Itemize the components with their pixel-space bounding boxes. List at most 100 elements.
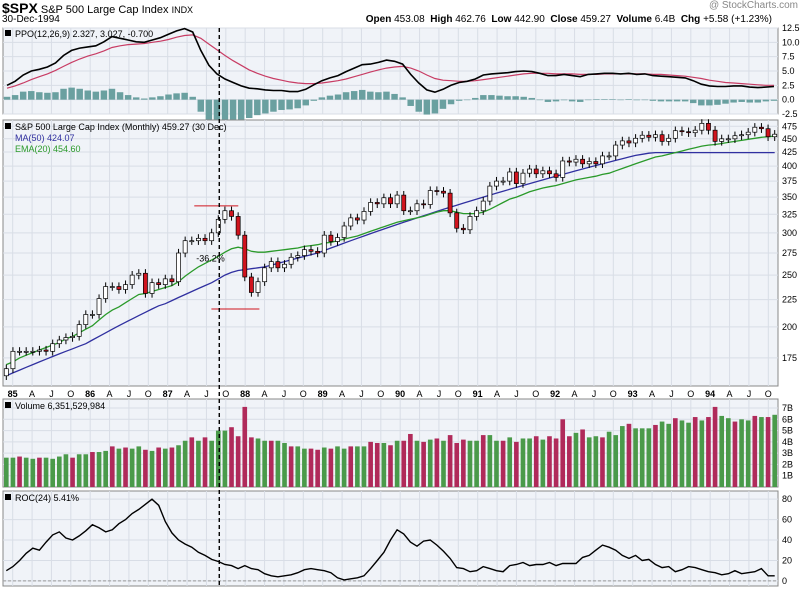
volume-bar: [487, 435, 493, 487]
x-axis-label: O: [222, 389, 229, 399]
candle-body: [540, 170, 546, 175]
ppo-histogram-bar: [431, 99, 439, 114]
volume-bar: [613, 435, 619, 487]
ppo-histogram-bar: [746, 99, 753, 103]
price-tick-label: 325: [782, 209, 797, 219]
volume-bar: [368, 441, 373, 487]
volume-bar: [23, 457, 29, 487]
price-tick-label: 400: [782, 161, 797, 171]
volume-bar: [328, 448, 334, 487]
ppo-histogram-bar: [649, 99, 657, 101]
candle-body: [480, 200, 486, 212]
candle-body: [315, 250, 321, 254]
x-axis-label: O: [455, 389, 462, 399]
candle-body: [441, 190, 446, 194]
candle-body: [70, 336, 75, 338]
volume-bar: [348, 446, 354, 487]
x-axis-label: A: [727, 389, 733, 399]
ppo-histogram-bar: [100, 90, 108, 100]
ppo-histogram-bar: [189, 96, 196, 100]
candle-body: [242, 234, 248, 278]
ppo-histogram-bar: [3, 96, 11, 100]
candle-body: [361, 211, 367, 221]
candle-body: [301, 249, 307, 256]
volume-bar: [222, 430, 228, 487]
candle-body: [679, 130, 685, 133]
candle-body: [586, 161, 592, 165]
candle-body: [354, 217, 360, 221]
candle-body: [381, 197, 387, 205]
volume-bar: [90, 452, 95, 487]
volume-bar: [288, 446, 294, 487]
candle-body: [17, 350, 22, 353]
candle-body: [394, 194, 400, 205]
volume-bar: [229, 427, 234, 487]
volume-bar: [500, 440, 506, 487]
ppo-histogram-bar: [108, 88, 116, 100]
ppo-histogram-bar: [601, 99, 608, 100]
candle-body: [447, 192, 453, 214]
open-value: 453.08: [394, 14, 425, 25]
candle-body: [500, 180, 506, 183]
volume-bar: [745, 420, 751, 487]
ppo-histogram-bar: [149, 97, 156, 100]
roc-legend-swatch: [5, 494, 11, 500]
volume-bar: [96, 452, 102, 487]
volume-bar: [275, 440, 281, 487]
volume-bar: [381, 443, 387, 487]
ppo-histogram-bar: [415, 99, 422, 112]
watermark: @ StockCharts.com: [708, 0, 798, 11]
volume-bar: [189, 437, 195, 487]
volume-bar: [580, 429, 585, 487]
volume-bar: [295, 446, 301, 487]
volume-bar: [633, 428, 638, 487]
volume-bar: [76, 454, 82, 487]
candle-body: [553, 173, 559, 178]
volume-bar: [653, 424, 658, 487]
candle-body: [176, 252, 181, 283]
candle-body: [772, 133, 778, 138]
candle-body: [454, 212, 460, 229]
ppo-histogram-bar: [641, 99, 649, 101]
candle-body: [56, 339, 62, 345]
candle-body: [732, 135, 738, 140]
candle-body: [547, 170, 552, 175]
ppo-histogram-bar: [262, 99, 269, 114]
volume-bar: [739, 419, 744, 487]
candle-body: [507, 171, 513, 182]
volume-bar: [215, 430, 221, 487]
x-axis-label: 89: [318, 389, 328, 399]
ma50-legend: MA(50) 424.07: [15, 133, 75, 143]
candle-body: [295, 255, 301, 258]
ppo-histogram-bar: [92, 91, 100, 100]
volume-bar: [679, 420, 685, 487]
high-value: 462.76: [455, 14, 486, 25]
candle-body: [401, 194, 407, 212]
volume-bar: [441, 440, 446, 487]
volume-bar: [467, 440, 473, 487]
x-axis-label: O: [145, 389, 152, 399]
volume-bar: [699, 420, 705, 487]
x-axis-label: O: [67, 389, 74, 399]
x-axis-label: J: [437, 389, 442, 399]
ppo-histogram-bar: [310, 99, 318, 101]
candle-body: [414, 203, 420, 212]
candle-body: [275, 261, 281, 269]
price-tick-label: 200: [782, 322, 797, 332]
candle-body: [63, 337, 69, 341]
x-axis-label: O: [687, 389, 694, 399]
symbol-label: $SPX: [2, 0, 38, 16]
volume-tick-label: 3B: [782, 448, 793, 458]
candle-body: [328, 234, 334, 242]
volume-bar: [202, 437, 208, 487]
candle-body: [739, 134, 744, 137]
volume-bar: [341, 448, 347, 487]
x-axis-label: 85: [8, 389, 18, 399]
ppo-histogram-bar: [714, 99, 721, 105]
ppo-histogram-bar: [132, 97, 140, 100]
volume-bar: [527, 438, 532, 487]
date-label: 30-Dec-1994: [2, 14, 60, 25]
candle-body: [248, 276, 254, 293]
x-axis-label: J: [282, 389, 287, 399]
ppo-histogram-bar: [665, 99, 673, 102]
